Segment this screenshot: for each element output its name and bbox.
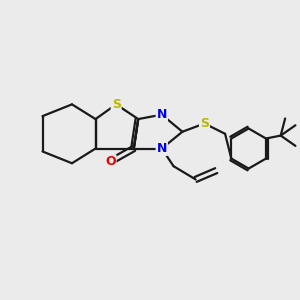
Text: S: S (112, 98, 121, 111)
Text: O: O (105, 155, 116, 168)
Text: N: N (157, 142, 167, 155)
Text: N: N (157, 108, 167, 121)
Text: S: S (200, 117, 209, 130)
